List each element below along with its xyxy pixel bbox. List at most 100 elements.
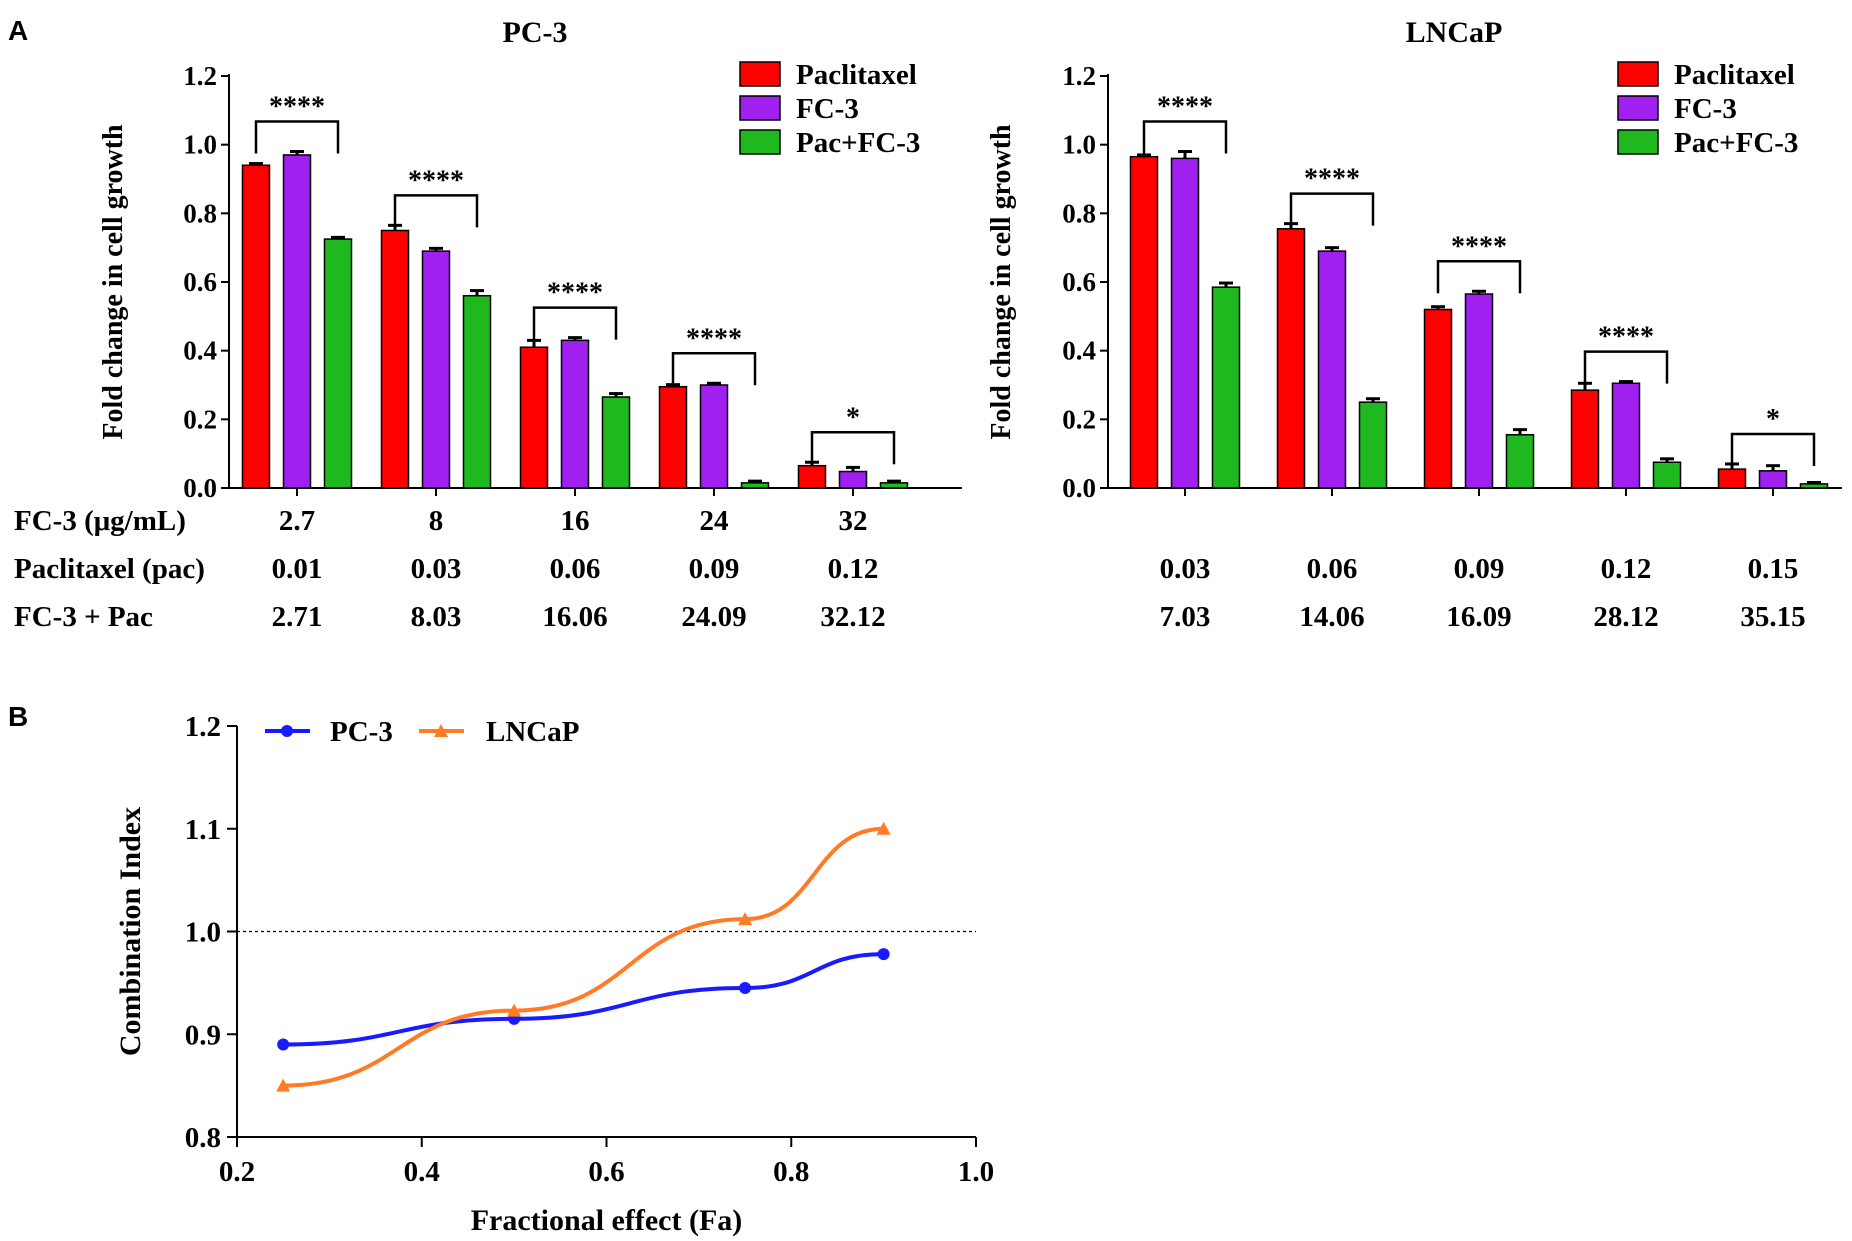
data-point-lncap	[507, 1003, 522, 1017]
y-tick-label: 1.2	[185, 711, 221, 743]
bar-pac-fc-3	[879, 482, 909, 489]
table-cell: 8	[429, 505, 444, 537]
x-tick-label: 0.2	[219, 1156, 255, 1188]
bar-pac-fc-3	[1358, 401, 1388, 489]
panel-label-b: B	[8, 701, 28, 732]
bar-fc-3	[838, 470, 868, 489]
legend-swatch	[739, 95, 781, 121]
table-cell: 0.15	[1748, 553, 1799, 585]
chart-lncap-bar: LNCaP 0.0 0.2 0.4 0.6 0.8 1.0 1.2 Fold change in…	[986, 16, 1842, 633]
bar-paclitaxel	[519, 346, 549, 489]
table-cell: 24.09	[681, 601, 746, 633]
y-tick-label: 0.4	[183, 336, 217, 366]
table-cell: 0.03	[1160, 553, 1211, 585]
bar-paclitaxel	[1129, 155, 1159, 489]
bar-fc-3	[1611, 382, 1641, 489]
bar-pac-fc-3	[323, 238, 353, 489]
bar-paclitaxel	[1423, 308, 1453, 489]
series-line-lncap	[283, 826, 884, 1088]
table-row-label: FC-3 + Pac	[14, 601, 153, 633]
significance-marker: *	[846, 402, 860, 433]
chart-title: LNCaP	[1406, 16, 1503, 49]
significance-marker: ****	[1304, 164, 1360, 195]
bar-paclitaxel	[1570, 389, 1600, 489]
y-tick-label: 0.6	[183, 267, 217, 297]
panel-label-a: A	[8, 15, 28, 46]
data-point-pc-3	[277, 1038, 290, 1051]
legend-swatch	[739, 61, 781, 87]
y-tick-label: 1.0	[185, 917, 221, 949]
y-tick-label: 0.9	[185, 1019, 221, 1051]
x-tick-label: 0.8	[773, 1156, 809, 1188]
legend-swatch	[1617, 95, 1659, 121]
table-cell: 14.06	[1299, 601, 1364, 633]
table-cell: 32	[839, 505, 868, 537]
legend-label: Pac+FC-3	[796, 127, 920, 159]
bar-paclitaxel	[1717, 468, 1747, 489]
table-cell: 16.09	[1446, 601, 1511, 633]
y-tick-label: 1.1	[185, 814, 221, 846]
legend-label: FC-3	[1674, 93, 1737, 125]
y-axis-label: Fold change in cell growth	[986, 124, 1017, 440]
table-cell: 0.01	[272, 553, 323, 585]
data-point-pc-3	[739, 982, 752, 995]
legend-swatch	[739, 129, 781, 155]
chart-pc3-bar: PC-3 0.0 0.2 0.4 0.6 0.8 1.0 1.2 Fold change in …	[14, 16, 962, 633]
table-cell: 0.06	[550, 553, 601, 585]
bar-fc-3	[1317, 250, 1347, 489]
bar-fc-3	[282, 154, 312, 489]
y-tick-label: 1.0	[1062, 130, 1096, 160]
bar-pac-fc-3	[601, 396, 631, 489]
table-cell: 0.09	[689, 553, 740, 585]
table-cell: 2.71	[272, 601, 323, 633]
significance-bracket	[1142, 120, 1228, 154]
y-tick-label: 1.2	[183, 61, 217, 91]
y-tick-label: 1.2	[1062, 61, 1096, 91]
bar-pac-fc-3	[462, 294, 492, 489]
significance-bracket	[254, 120, 340, 154]
significance-bracket	[1583, 350, 1669, 384]
y-tick-label: 0.0	[1062, 473, 1096, 503]
table-row-label: Paclitaxel (pac)	[14, 553, 205, 585]
legend-marker-pc3	[281, 725, 293, 737]
data-point-lncap	[876, 821, 891, 835]
bar-fc-3	[1170, 157, 1200, 489]
significance-marker: ****	[1157, 92, 1213, 123]
table-cell: 35.15	[1740, 601, 1805, 633]
significance-marker: ****	[1451, 231, 1507, 262]
table-cell: 0.03	[411, 553, 462, 585]
table-cell: 0.12	[1601, 553, 1652, 585]
bar-pac-fc-3	[1505, 434, 1535, 489]
significance-marker: ****	[547, 278, 603, 309]
significance-marker: ****	[1598, 322, 1654, 353]
y-tick-label: 0.8	[1062, 198, 1096, 228]
table-cell: 0.06	[1307, 553, 1358, 585]
legend-label: PC-3	[330, 716, 393, 748]
bar-paclitaxel	[380, 229, 410, 489]
chart-title: PC-3	[503, 16, 568, 49]
y-tick-label: 0.6	[1062, 267, 1096, 297]
x-tick-label: 0.6	[588, 1156, 624, 1188]
table-cell: 16.06	[542, 601, 607, 633]
table-cell: 2.7	[279, 505, 315, 537]
y-axis-label: Combination Index	[114, 807, 147, 1056]
significance-bracket	[671, 352, 757, 386]
table-cell: 24	[700, 505, 729, 537]
y-tick-label: 0.4	[1062, 336, 1096, 366]
legend-swatch	[1617, 61, 1659, 87]
bar-pac-fc-3	[1211, 286, 1241, 489]
y-tick-label: 1.0	[183, 130, 217, 160]
chart-combination-index: 0.8 0.9 1.0 1.1 1.2 0.2 0.4 0.6 0.8 1.0 Fractional…	[114, 711, 994, 1237]
y-tick-label: 0.0	[183, 473, 217, 503]
table-cell: 28.12	[1593, 601, 1658, 633]
data-point-pc-3	[877, 948, 890, 961]
significance-bracket	[532, 306, 618, 340]
bar-fc-3	[560, 339, 590, 489]
table-cell: 0.12	[828, 553, 879, 585]
bar-fc-3	[699, 384, 729, 489]
x-axis-label: Fractional effect (Fa)	[471, 1204, 743, 1237]
table-row-label: FC-3 (μg/mL)	[14, 505, 186, 537]
bar-fc-3	[1464, 293, 1494, 489]
significance-marker: ****	[269, 92, 325, 123]
